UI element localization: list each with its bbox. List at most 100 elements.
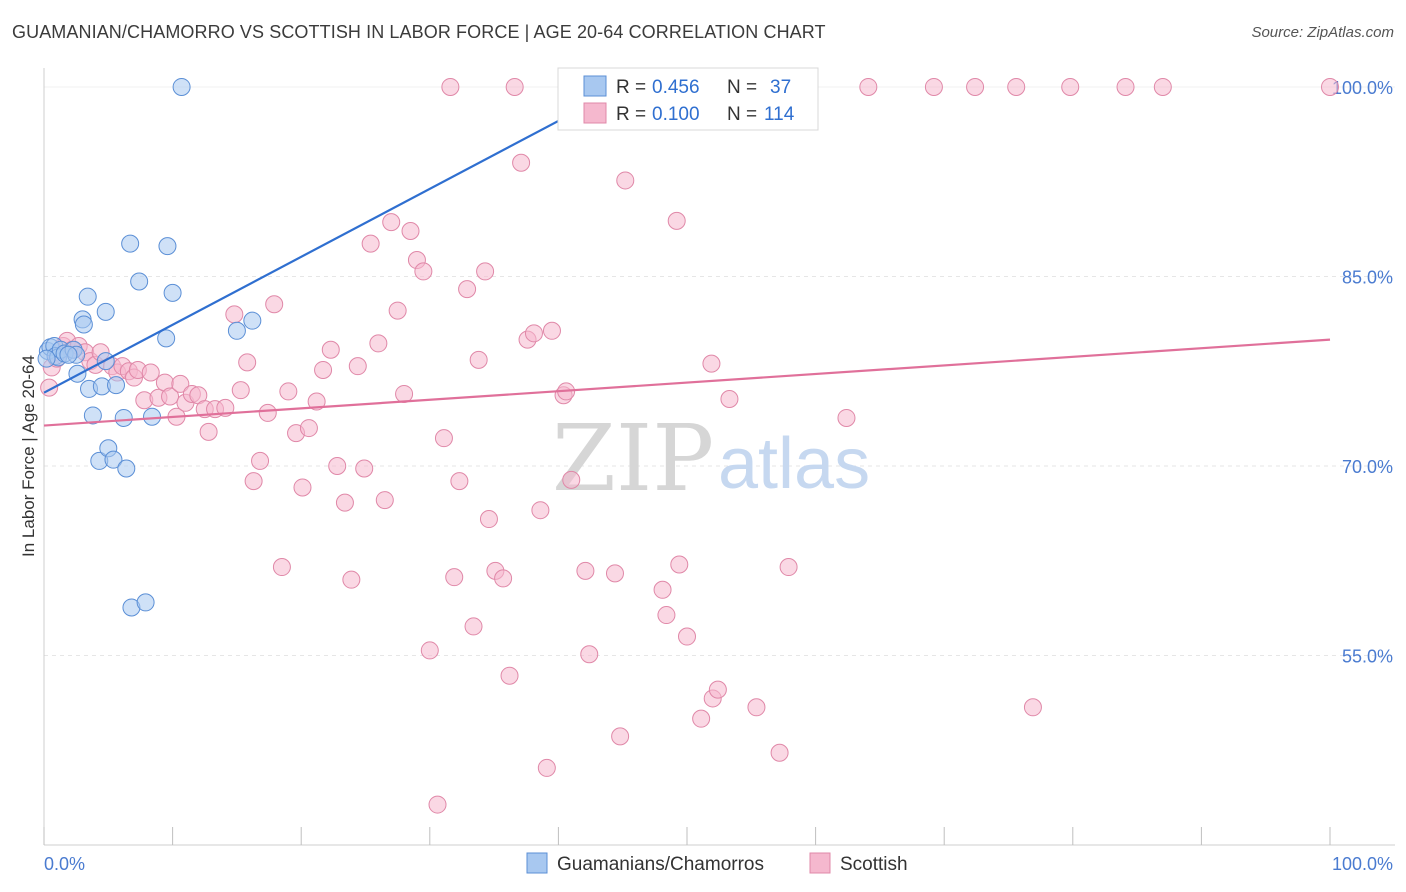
scottish-point	[265, 295, 284, 314]
scottish-point	[562, 470, 581, 489]
scottish-point	[395, 384, 414, 403]
scottish-point	[580, 645, 599, 664]
axes-layer	[43, 68, 1395, 846]
scottish-points	[40, 77, 1339, 814]
scottish-point	[859, 77, 878, 96]
scottish-trend-line	[43, 338, 1331, 427]
guamanian-point	[37, 349, 56, 368]
guamanian-point	[121, 234, 140, 253]
scottish-point	[141, 363, 160, 382]
scottish-point	[279, 382, 298, 401]
scottish-point	[1321, 77, 1339, 96]
y-tick-label: 100.0%	[1332, 78, 1393, 98]
scottish-point	[611, 727, 630, 746]
scottish-point	[321, 340, 340, 359]
scottish-point	[542, 321, 561, 340]
scottish-point	[1061, 77, 1080, 96]
guamanian-point	[96, 302, 115, 321]
scottish-point	[225, 305, 244, 324]
scottish-point	[299, 419, 318, 438]
scottish-point	[1116, 77, 1135, 96]
x-tick-label-max: 100.0%	[1332, 854, 1393, 874]
scottish-point	[657, 606, 676, 625]
guamanian-point	[143, 407, 162, 426]
legend-n-label: N =	[727, 77, 757, 98]
guamanian-point	[172, 77, 191, 96]
scottish-point	[1023, 698, 1042, 717]
guamanian-point	[114, 408, 133, 427]
chart-source: Source: ZipAtlas.com	[1251, 24, 1394, 41]
scottish-point	[505, 77, 524, 96]
scottish-point	[244, 472, 263, 491]
scottish-point	[328, 456, 347, 475]
scottish-point	[464, 617, 483, 636]
scottish-point	[361, 234, 380, 253]
bottom-legend-swatch-pink	[809, 852, 831, 874]
scottish-point	[779, 558, 798, 577]
scottish-point	[494, 569, 513, 588]
scottish-point	[479, 510, 498, 529]
scottish-point	[450, 472, 469, 491]
scottish-point	[605, 564, 624, 583]
scottish-point	[476, 262, 495, 281]
scottish-point	[512, 153, 531, 172]
guamanian-point	[243, 311, 262, 330]
bottom-legend-label: Scottish	[840, 854, 908, 875]
scottish-point	[770, 743, 789, 762]
scottish-point	[375, 491, 394, 510]
scottish-point	[924, 77, 943, 96]
scottish-point	[314, 360, 333, 379]
scottish-point	[369, 334, 388, 353]
bottom-legend-swatch-blue	[526, 852, 548, 874]
scottish-point	[966, 77, 985, 96]
scottish-point	[524, 324, 543, 343]
y-tick-label: 55.0%	[1342, 646, 1393, 666]
guamanian-point	[78, 287, 97, 306]
scottish-point	[702, 354, 721, 373]
scottish-point	[428, 795, 447, 814]
scottish-point	[500, 666, 519, 685]
legend-n-label: N =	[727, 104, 757, 125]
scottish-point	[231, 381, 250, 400]
y-tick-label: 70.0%	[1342, 457, 1393, 477]
scottish-point	[469, 350, 488, 369]
y-tick-label: 85.0%	[1342, 267, 1393, 287]
scottish-point	[382, 213, 401, 232]
scottish-point	[747, 698, 766, 717]
scottish-point	[342, 570, 361, 589]
guamanian-point	[157, 329, 176, 348]
legend-swatch-pink	[583, 102, 607, 124]
scottish-point	[258, 403, 277, 422]
legend-r-value: 0.456	[652, 77, 700, 98]
scottish-point	[445, 568, 464, 587]
guamanian-point	[163, 283, 182, 302]
watermark-atlas: atlas	[718, 424, 870, 504]
scottish-point	[616, 171, 635, 190]
scottish-point	[434, 429, 453, 448]
scottish-point	[1007, 77, 1026, 96]
scottish-point	[307, 392, 326, 411]
guamanian-point	[227, 321, 246, 340]
trend-lines	[43, 85, 1331, 427]
y-tick-labels: 55.0% 70.0% 85.0% 100.0%	[1332, 78, 1393, 667]
guamanian-point	[107, 376, 126, 395]
x-tick-label-min: 0.0%	[44, 854, 85, 874]
scottish-point	[720, 390, 739, 409]
guamanian-point	[83, 406, 102, 425]
scottish-point	[293, 478, 312, 497]
legend-n-value: 114	[764, 104, 795, 125]
legend-r-label: R =	[616, 77, 646, 98]
scottish-point	[653, 580, 672, 599]
scottish-point	[348, 357, 367, 376]
scottish-point	[420, 641, 439, 660]
bottom-legend: Guamanians/Chamorros Scottish	[526, 852, 908, 875]
y-axis-title: In Labor Force | Age 20-64	[19, 355, 38, 557]
legend-box: R = 0.456 N = 37 R = 0.100 N = 114	[557, 67, 819, 131]
scottish-point	[1153, 77, 1172, 96]
watermark-zip: ZIP	[552, 405, 714, 512]
legend-swatch-blue	[583, 75, 607, 97]
scottish-point	[199, 422, 218, 441]
guamanian-point	[136, 593, 155, 612]
watermark: ZIP atlas	[552, 405, 870, 512]
legend-r-label: R =	[616, 104, 646, 125]
